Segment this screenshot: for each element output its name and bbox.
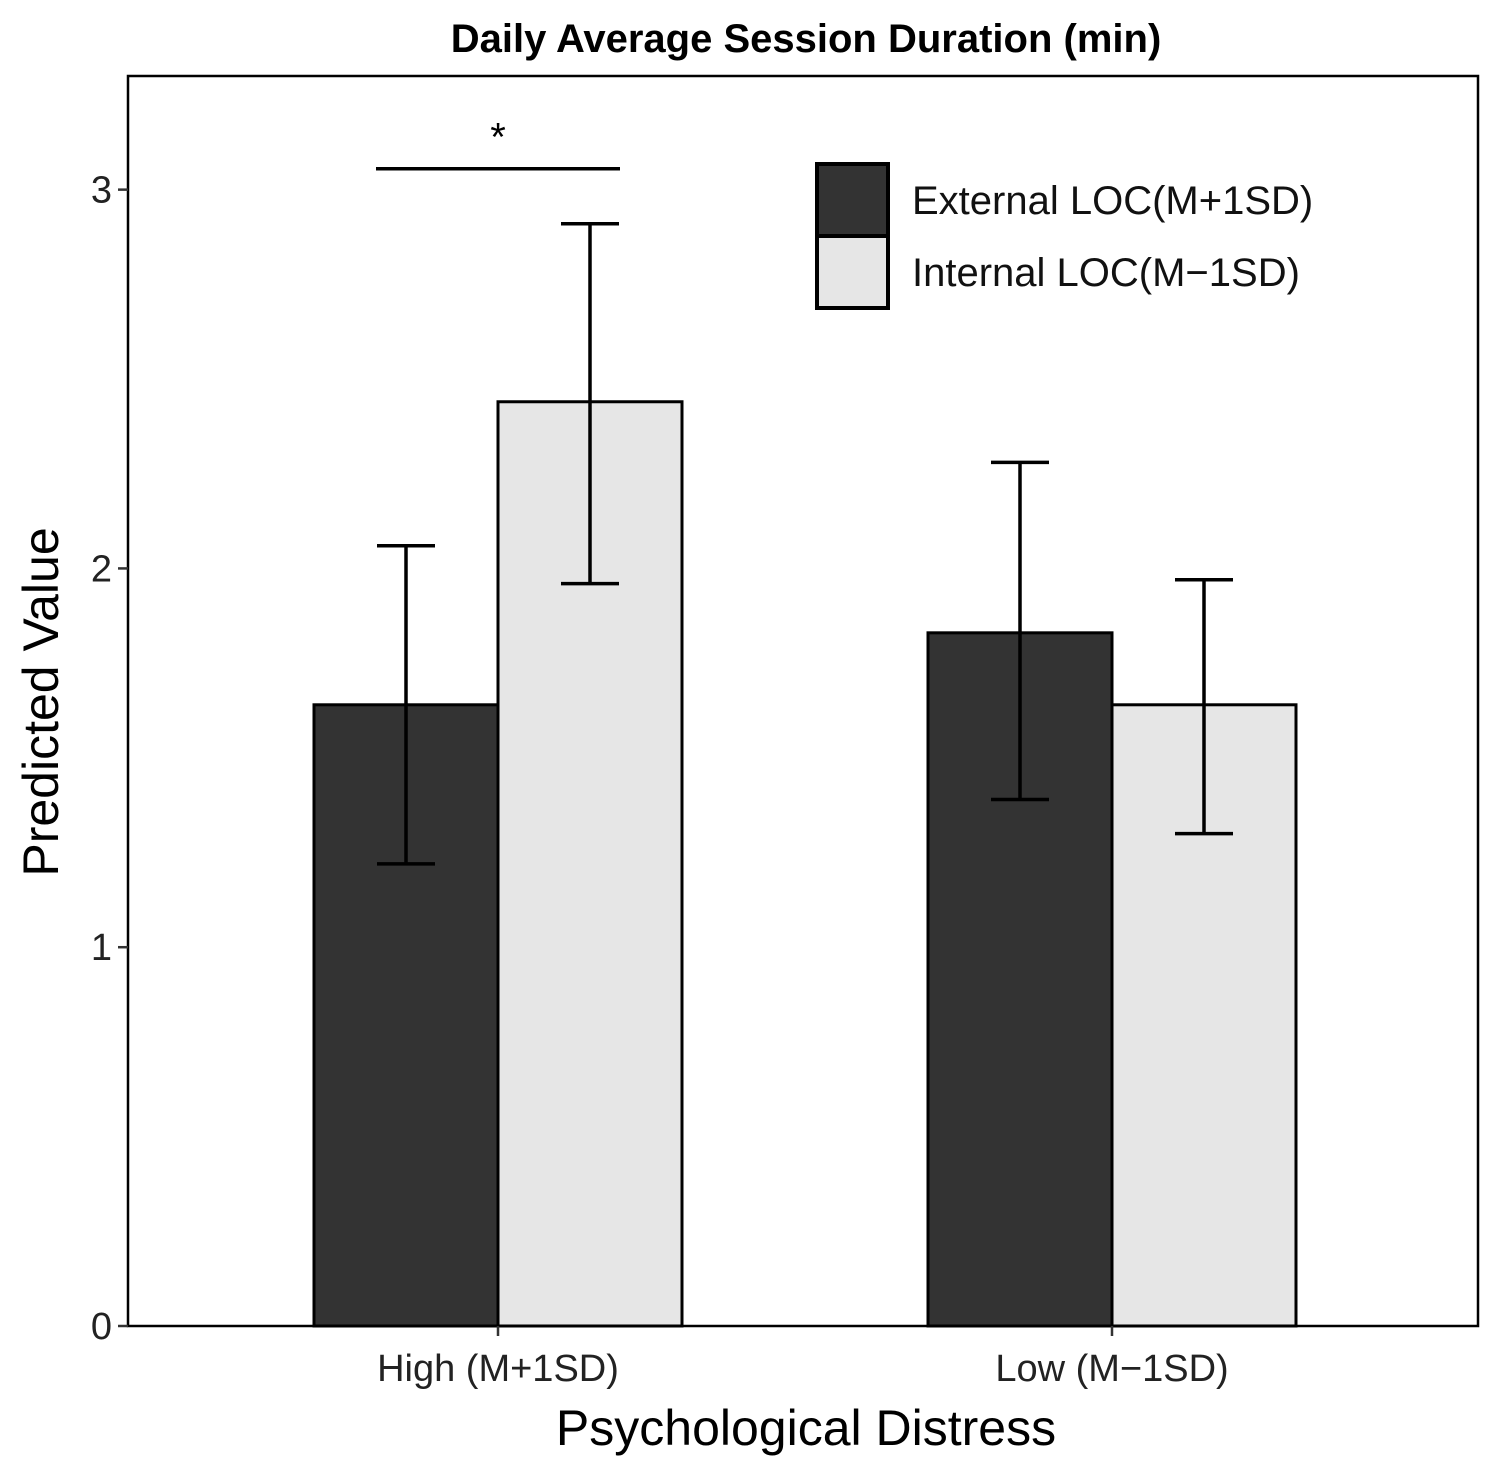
- legend-key-internal-loc-m-1sd: [815, 234, 890, 310]
- error-bar-external-loc-m-1sd-low-m-1sd: [991, 460, 1049, 802]
- chart-title: Daily Average Session Duration (min): [451, 17, 1162, 61]
- y-tick-label: 3: [91, 170, 112, 212]
- errorbars-layer: [377, 221, 1233, 866]
- legend-label-external-loc-m-1sd: External LOC(M+1SD): [912, 179, 1313, 223]
- y-tick-label: 0: [91, 1306, 112, 1348]
- x-tick-label-high-m-1sd: High (M+1SD): [377, 1348, 619, 1390]
- y-tick-label: 2: [91, 548, 112, 590]
- y-axis-title: Predicted Value: [13, 527, 69, 876]
- x-axis: High (M+1SD) Low (M−1SD): [377, 1326, 1229, 1390]
- y-tick-label: 1: [91, 927, 112, 969]
- legend-key-external-loc-m-1sd: [815, 162, 890, 238]
- legend-label-internal-loc-m-1sd: Internal LOC(M−1SD): [912, 251, 1300, 295]
- legend: External LOC(M+1SD) Internal LOC(M−1SD): [815, 162, 1313, 310]
- error-bar-internal-loc-m-1sd-low-m-1sd: [1175, 578, 1233, 836]
- error-bar-internal-loc-m-1sd-high-m-1sd: [561, 221, 619, 586]
- x-axis-title: Psychological Distress: [556, 1400, 1056, 1456]
- significance-star: *: [490, 116, 506, 160]
- y-axis: 0 1 2 3: [91, 170, 128, 1348]
- x-tick-label-low-m-1sd: Low (M−1SD): [995, 1348, 1228, 1390]
- error-bar-external-loc-m-1sd-high-m-1sd: [377, 543, 435, 866]
- significance-annotation: *: [376, 116, 620, 171]
